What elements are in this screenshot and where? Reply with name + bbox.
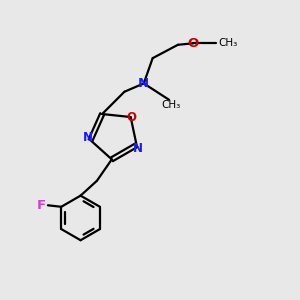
Text: N: N (138, 77, 149, 90)
Text: CH₃: CH₃ (218, 38, 237, 48)
Text: F: F (37, 199, 46, 212)
Text: O: O (126, 110, 136, 124)
Text: O: O (188, 37, 199, 50)
Text: N: N (133, 142, 143, 154)
Text: CH₃: CH₃ (161, 100, 180, 110)
Text: N: N (82, 131, 92, 144)
